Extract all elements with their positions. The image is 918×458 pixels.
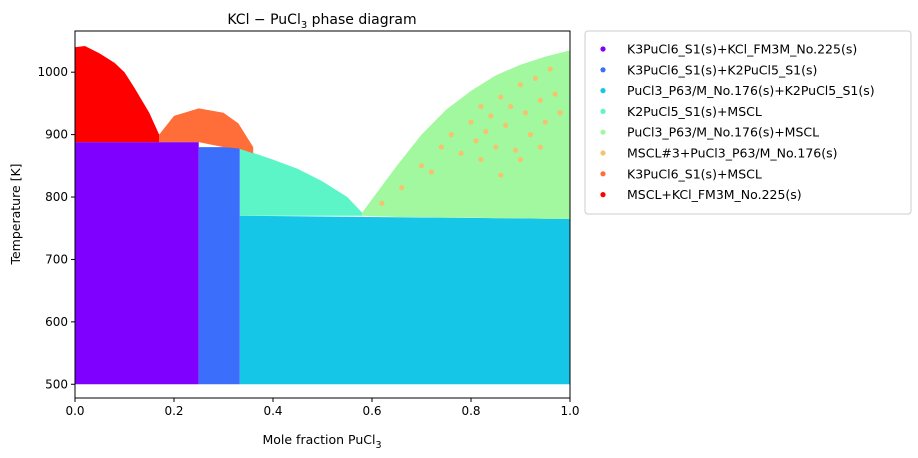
phase-point-6-30 xyxy=(537,144,543,150)
y-tick-label: 1000 xyxy=(37,65,68,79)
data-regions xyxy=(75,45,570,385)
phase-region-2-1 xyxy=(198,147,240,385)
legend-label: PuCl3_P63/M_No.176(s)+MSCL xyxy=(627,125,819,140)
phase-region-3-1 xyxy=(239,215,570,385)
y-tick-label: 500 xyxy=(45,377,68,391)
legend-label: MSCL#3+PuCl3_P63/M_No.176(s) xyxy=(627,146,838,161)
plot-frame xyxy=(74,30,571,399)
legend-box xyxy=(584,30,912,215)
x-tick-label: 0.0 xyxy=(65,404,84,418)
legend-marker xyxy=(600,46,606,52)
phase-point-6-20 xyxy=(527,132,534,138)
phase-point-6-25 xyxy=(552,91,558,97)
phase-region-8-1 xyxy=(75,45,160,143)
phase-point-6-10 xyxy=(478,103,484,110)
phase-point-6-17 xyxy=(512,147,519,153)
legend-marker xyxy=(600,129,606,135)
y-axis-label: Temperature [K] xyxy=(8,163,23,265)
y-tick-label: 600 xyxy=(45,315,68,329)
phase-point-6-2 xyxy=(399,185,405,191)
phase-point-6-15 xyxy=(503,122,509,128)
phase-point-6-11 xyxy=(483,128,489,135)
phase-point-6-19 xyxy=(522,110,529,116)
phase-point-6-13 xyxy=(493,144,499,150)
phase-point-6-28 xyxy=(498,172,504,178)
y-axis-ticks: 500 600 700 800 900 1000 xyxy=(37,65,75,391)
phase-region-4-1 xyxy=(239,148,363,216)
phase-point-6-16 xyxy=(508,103,514,110)
legend-marker xyxy=(600,192,606,198)
x-tick-label: 0.2 xyxy=(164,404,183,418)
phase-point-6-6 xyxy=(448,132,454,138)
legend-marker xyxy=(600,171,606,177)
y-tick-label: 900 xyxy=(45,128,68,142)
x-axis-ticks: 0.0 0.2 0.4 0.6 0.8 1.0 xyxy=(65,398,580,418)
phase-point-6-4 xyxy=(428,169,434,175)
legend-marker xyxy=(600,150,606,156)
phase-point-6-8 xyxy=(468,119,474,125)
phase-point-6-5 xyxy=(438,144,444,150)
data-points xyxy=(379,66,563,206)
legend-label: K3PuCl6_S1(s)+KCl_FM3M_No.225(s) xyxy=(627,42,857,57)
phase-point-6-3 xyxy=(418,163,425,169)
legend: K3PuCl6_S1(s)+KCl_FM3M_No.225(s) K3PuCl6_… xyxy=(584,30,912,215)
x-tick-label: 0.6 xyxy=(362,404,381,418)
phase-point-6-9 xyxy=(473,138,479,144)
x-tick-label: 0.4 xyxy=(263,404,282,418)
phase-point-6-21 xyxy=(532,75,538,82)
legend-marker xyxy=(600,108,606,114)
phase-point-6-27 xyxy=(478,156,484,163)
phase-point-6-1 xyxy=(379,200,385,206)
phase-point-6-18 xyxy=(517,82,524,88)
y-tick-label: 800 xyxy=(45,190,68,204)
phase-point-6-29 xyxy=(517,156,524,163)
legend-label: K3PuCl6_S1(s)+MSCL xyxy=(627,166,762,181)
x-tick-label: 0.8 xyxy=(461,404,480,418)
legend-entries: K3PuCl6_S1(s)+KCl_FM3M_No.225(s) K3PuCl6_… xyxy=(600,42,875,202)
phase-point-6-7 xyxy=(458,150,464,156)
phase-point-6-12 xyxy=(488,113,494,119)
legend-label: K2PuCl5_S1(s)+MSCL xyxy=(627,104,762,119)
phase-region-7-1 xyxy=(159,108,254,154)
legend-label: K3PuCl6_S1(s)+K2PuCl5_S1(s) xyxy=(627,62,817,77)
phase-point-6-22 xyxy=(537,97,543,103)
phase-point-6-24 xyxy=(547,66,553,72)
legend-marker xyxy=(600,88,606,94)
x-axis-label: Mole fraction PuCl3 xyxy=(262,432,381,451)
phase-region-5-1 xyxy=(362,50,570,219)
phase-point-6-26 xyxy=(557,110,563,116)
phase-region-1-1 xyxy=(75,142,199,385)
legend-label: MSCL+KCl_FM3M_No.225(s) xyxy=(627,187,802,202)
phase-point-6-23 xyxy=(542,119,548,125)
chart-title: KCl − PuCl3 phase diagram xyxy=(227,12,416,31)
legend-marker xyxy=(600,67,606,73)
phase-point-6-14 xyxy=(498,94,504,100)
y-tick-label: 700 xyxy=(45,252,68,266)
x-tick-label: 1.0 xyxy=(560,404,579,418)
legend-label: PuCl3_P63/M_No.176(s)+K2PuCl5_S1(s) xyxy=(627,83,875,98)
